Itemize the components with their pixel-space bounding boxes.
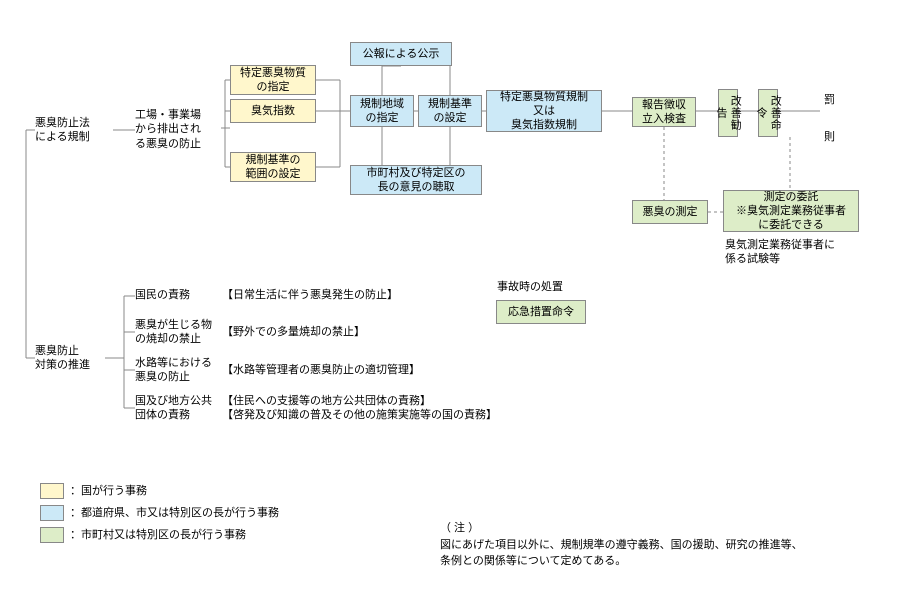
node-n_accident_label: 事故時の処置 <box>497 280 587 296</box>
legend-item: ：国が行う事務 <box>40 480 279 502</box>
node-n_yellow2: 臭気指数 <box>230 99 316 123</box>
legend-item: ：都道府県、市又は特別区の長が行う事務 <box>40 502 279 524</box>
node-root2: 悪臭防止対策の推進 <box>35 344 105 372</box>
node-n_kaizen1: 改善勧告 <box>718 89 738 137</box>
node-b22: 悪臭が生じる物の焼却の禁止 <box>135 318 235 346</box>
node-b24d1: 【住民への支援等の地方公共団体の責務】 <box>222 394 431 408</box>
node-root1: 悪臭防止法による規制 <box>35 116 113 144</box>
node-n_public: 公報による公示 <box>350 42 452 66</box>
node-n_penalty: 罰 <box>824 93 835 107</box>
legend: ：国が行う事務：都道府県、市又は特別区の長が行う事務：市町村又は特別区の長が行う… <box>40 480 279 546</box>
legend-item: ：市町村又は特別区の長が行う事務 <box>40 524 279 546</box>
node-b22d: 【野外での多量焼却の禁止】 <box>222 325 365 339</box>
node-b24d2: 【啓発及び知識の普及その他の施策実施等の国の責務】 <box>222 408 497 422</box>
node-n_kaizen2: 改善命令 <box>758 89 778 137</box>
node-n_or: 特定悪臭物質規制又は臭気指数規制 <box>486 90 602 132</box>
node-n_exam: 臭気測定業務従事者に係る試験等 <box>725 238 865 266</box>
node-n_std: 規制基準の設定 <box>418 95 482 127</box>
node-n_accident: 応急措置命令 <box>496 300 586 324</box>
node-n_yellow3: 規制基準の範囲の設定 <box>230 152 316 182</box>
node-n_yellow1: 特定悪臭物質の指定 <box>230 65 316 95</box>
node-n_report: 報告徴収立入検査 <box>632 97 696 127</box>
flowchart: 悪臭防止法による規制悪臭防止対策の推進工場・事業場から排出される悪臭の防止特定悪… <box>0 0 901 600</box>
node-b23d: 【水路等管理者の悪臭防止の適切管理】 <box>222 363 420 377</box>
node-b21d: 【日常生活に伴う悪臭発生の防止】 <box>222 288 398 302</box>
node-b23: 水路等における悪臭の防止 <box>135 356 235 384</box>
node-factory: 工場・事業場から排出される悪臭の防止 <box>135 108 221 148</box>
node-b24: 国及び地方公共団体の責務 <box>135 394 235 422</box>
node-n_hearing: 市町村及び特定区の長の意見の聴取 <box>350 165 482 195</box>
node-n_entrust: 測定の委託※臭気測定業務従事者に委託できる <box>723 190 859 232</box>
node-n_measure: 悪臭の測定 <box>632 200 708 224</box>
node-n_area: 規制地域の指定 <box>350 95 414 127</box>
node-n_rule: 則 <box>824 130 835 144</box>
node-b21: 国民の責務 <box>135 288 213 304</box>
note: （ 注 ）図にあげた項目以外に、規制規準の遵守義務、国の援助、研究の推進等、条例… <box>440 520 803 570</box>
